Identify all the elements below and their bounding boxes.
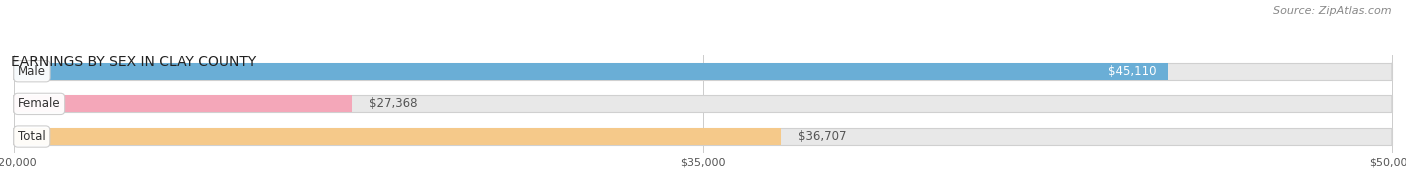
Text: Female: Female — [18, 97, 60, 110]
Text: $45,110: $45,110 — [1108, 65, 1157, 78]
Bar — [14, 128, 782, 145]
Text: Male: Male — [18, 65, 46, 78]
Text: $27,368: $27,368 — [368, 97, 418, 110]
Text: EARNINGS BY SEX IN CLAY COUNTY: EARNINGS BY SEX IN CLAY COUNTY — [11, 55, 256, 69]
Text: $36,707: $36,707 — [799, 130, 846, 143]
Bar — [14, 95, 1392, 112]
Text: Source: ZipAtlas.com: Source: ZipAtlas.com — [1274, 6, 1392, 16]
Bar — [14, 63, 1167, 80]
Bar — [14, 63, 1392, 80]
Bar — [14, 95, 353, 112]
Bar — [14, 128, 1392, 145]
Text: Total: Total — [18, 130, 45, 143]
